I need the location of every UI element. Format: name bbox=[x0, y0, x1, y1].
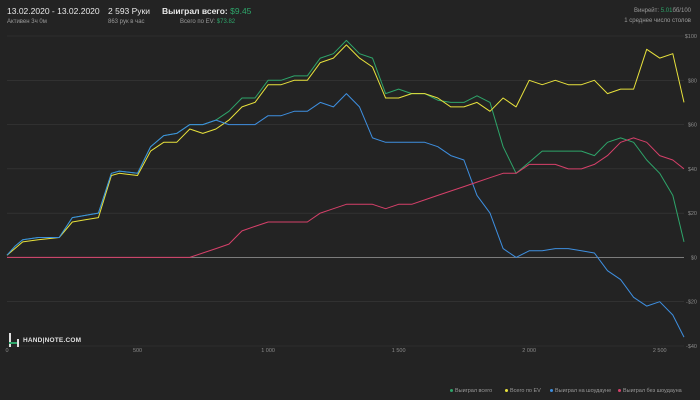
legend-item-won[interactable]: Выиграл всего bbox=[450, 388, 492, 394]
legend-dot-ev bbox=[505, 389, 508, 393]
x-axis-ticks: 0 500 1 000 1 500 2 000 2 500 bbox=[5, 348, 666, 354]
winrate-unit: бб/100 bbox=[672, 8, 691, 14]
y-tick-label: -$40 bbox=[686, 344, 697, 350]
legend-item-showdown[interactable]: Выиграл на шоудауне bbox=[550, 388, 611, 394]
series-line-2 bbox=[6, 93, 685, 338]
hands-count: 2 593 Руки bbox=[108, 6, 151, 16]
won-value: $9.45 bbox=[230, 6, 252, 16]
active-time: Активен 3ч 0м bbox=[7, 19, 47, 25]
series-line-3 bbox=[7, 137, 685, 258]
x-tick-label: 2 000 bbox=[522, 348, 536, 354]
y-tick-label: -$20 bbox=[686, 300, 697, 306]
handnote-logo-icon bbox=[9, 333, 19, 347]
x-tick-label: 1 500 bbox=[392, 348, 406, 354]
legend-label-non-showdown: Выиграл без шоудауна bbox=[623, 388, 682, 394]
legend-dot-showdown bbox=[550, 389, 553, 393]
legend-item-non-showdown[interactable]: Выиграл без шоудауна bbox=[618, 388, 682, 394]
date-range[interactable]: 13.02.2020 - 13.02.2020 bbox=[7, 6, 100, 16]
y-axis-ticks: $100 $80 $60 $40 $20 $0 -$20 -$40 bbox=[685, 34, 697, 350]
header: 13.02.2020 - 13.02.2020 Активен 3ч 0м 2 … bbox=[0, 0, 700, 30]
x-tick-label: 0 bbox=[5, 348, 8, 354]
legend-dot-non-showdown bbox=[618, 389, 621, 393]
series-line-0 bbox=[6, 39, 685, 256]
tables-note: 1 среднее число столов bbox=[624, 18, 691, 24]
y-tick-label: $0 bbox=[691, 255, 697, 261]
legend-label-won: Выиграл всего bbox=[455, 388, 493, 394]
hands-per-hour: 863 рук в час bbox=[108, 19, 145, 25]
ev-total: Всего по EV: $73.82 bbox=[180, 19, 235, 25]
won-label: Выиграл всего: bbox=[162, 6, 228, 16]
y-tick-label: $100 bbox=[685, 34, 697, 40]
chart-grid bbox=[7, 35, 684, 347]
chart-legend: Выиграл всего Всего по EV Выиграл на шоу… bbox=[0, 388, 700, 398]
winrate: Винрейт: 5.01бб/100 bbox=[634, 8, 691, 14]
x-tick-label: 500 bbox=[133, 348, 142, 354]
ev-label: Всего по EV: bbox=[180, 19, 216, 25]
ev-value: $73.82 bbox=[216, 19, 236, 25]
handnote-logo[interactable]: HAND|NOTE.COM bbox=[9, 333, 89, 349]
x-tick-label: 1 000 bbox=[261, 348, 275, 354]
series-line-1 bbox=[6, 44, 685, 256]
x-tick-label: 2 500 bbox=[653, 348, 667, 354]
winrate-label: Винрейт: bbox=[633, 8, 660, 14]
y-tick-label: $60 bbox=[688, 123, 697, 129]
y-tick-label: $80 bbox=[688, 78, 697, 84]
winrate-value: 5.01 bbox=[660, 8, 673, 14]
legend-dot-won bbox=[450, 389, 453, 393]
legend-item-ev[interactable]: Всего по EV bbox=[505, 388, 541, 394]
legend-label-ev: Всего по EV bbox=[510, 388, 541, 394]
y-tick-label: $40 bbox=[688, 167, 697, 173]
y-tick-label: $20 bbox=[688, 211, 697, 217]
logo-text: HAND|NOTE.COM bbox=[23, 337, 82, 344]
won-total: Выиграл всего: $9.45 bbox=[162, 7, 251, 16]
chart-series bbox=[6, 39, 685, 338]
legend-label-showdown: Выиграл на шоудауне bbox=[555, 388, 612, 394]
